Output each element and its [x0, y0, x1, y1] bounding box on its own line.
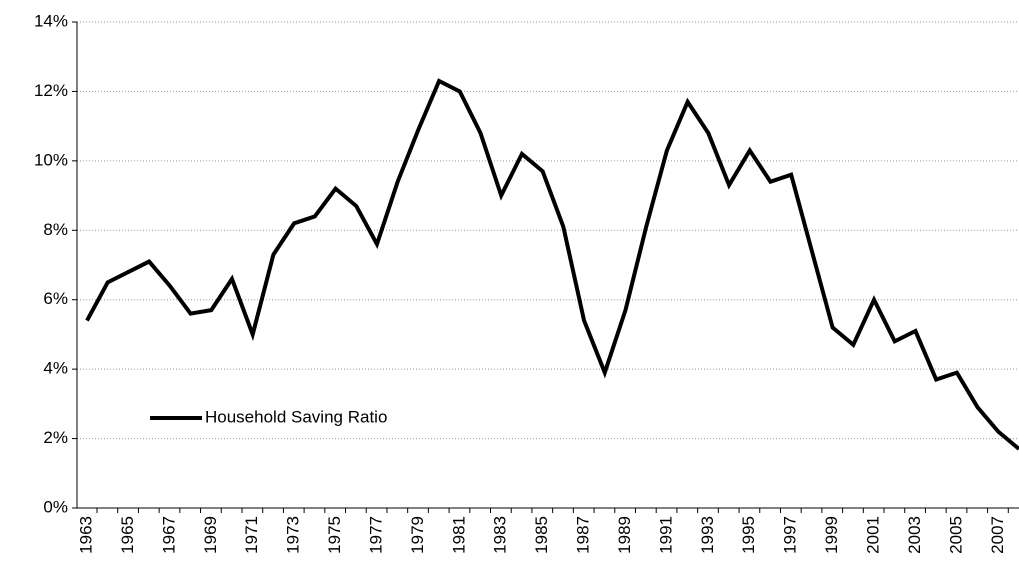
x-tick-label: 1991: [656, 516, 675, 554]
y-tick-label: 12%: [34, 81, 68, 100]
x-tick-label: 1989: [615, 516, 634, 554]
y-tick-label: 8%: [43, 220, 68, 239]
x-tick-label: 1971: [242, 516, 261, 554]
x-tick-label: 2001: [864, 516, 883, 554]
x-tick-label: 1995: [739, 516, 758, 554]
series-line: [85, 78, 1019, 451]
x-tick-label: 1987: [574, 516, 593, 554]
x-tick-label: 1965: [118, 516, 137, 554]
y-tick-label: 0%: [43, 497, 68, 516]
y-tick-label: 4%: [43, 359, 68, 378]
y-tick-label: 10%: [34, 150, 68, 169]
x-tick-label: 1985: [532, 516, 551, 554]
x-tick-label: 1973: [284, 516, 303, 554]
x-tick-label: 1963: [76, 516, 95, 554]
x-tick-label: 1967: [159, 516, 178, 554]
x-tick-label: 1977: [366, 516, 385, 554]
x-tick-label: 2005: [946, 516, 965, 554]
x-tick-label: 1999: [822, 516, 841, 554]
x-tick-label: 1983: [491, 516, 510, 554]
x-tick-label: 1993: [698, 516, 717, 554]
y-tick-label: 14%: [34, 11, 68, 30]
x-tick-label: 1981: [449, 516, 468, 554]
y-tick-label: 2%: [43, 428, 68, 447]
x-tick-label: 1975: [325, 516, 344, 554]
legend-label: Household Saving Ratio: [205, 407, 387, 426]
y-tick-label: 6%: [43, 289, 68, 308]
x-tick-label: 2003: [905, 516, 924, 554]
x-tick-label: 1969: [201, 516, 220, 554]
x-tick-label: 2007: [988, 516, 1007, 554]
x-tick-label: 1997: [781, 516, 800, 554]
x-tick-label: 1979: [408, 516, 427, 554]
